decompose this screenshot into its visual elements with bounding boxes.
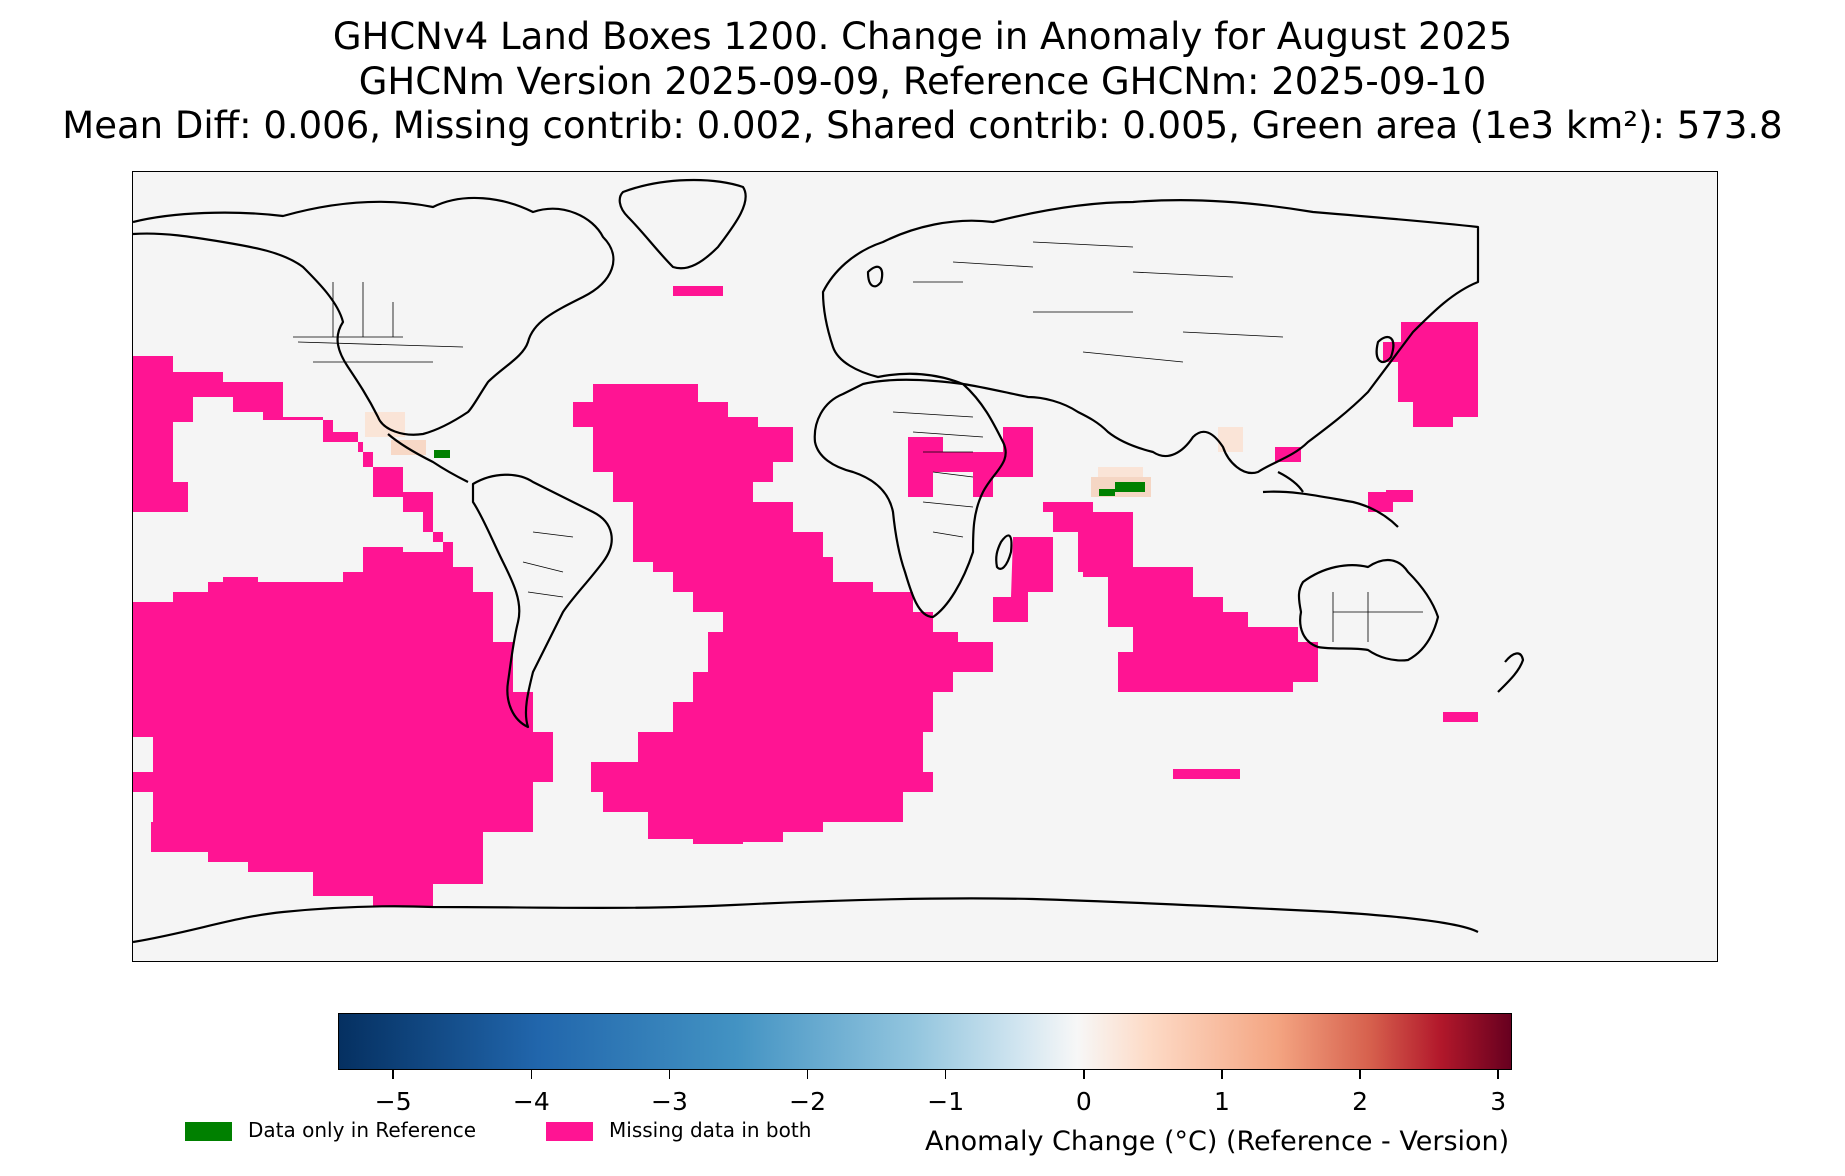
missing-region-horn xyxy=(908,427,1033,497)
antarctica xyxy=(133,897,1479,944)
title-line-3: Mean Diff: 0.006, Missing contrib: 0.002… xyxy=(62,104,1783,147)
colorbar-tick xyxy=(944,1070,947,1079)
missing-region-nw-pacific xyxy=(1383,322,1478,427)
legend-label-reference: Data only in Reference xyxy=(248,1118,477,1142)
title-line-1: GHCNv4 Land Boxes 1200. Change in Anomal… xyxy=(332,15,1513,58)
world-map xyxy=(132,171,1718,962)
reference-only-layer xyxy=(434,450,1145,496)
australia xyxy=(1297,559,1440,662)
colorbar-tick xyxy=(530,1070,533,1079)
north-america xyxy=(133,196,615,436)
missing-region-indian xyxy=(1043,502,1318,692)
coastlines xyxy=(133,178,1525,944)
legend-swatch-reference xyxy=(185,1122,232,1141)
colorbar-label: Anomaly Change (°C) (Reference - Version… xyxy=(925,1126,1510,1157)
colorbar-tick-label: −5 xyxy=(374,1087,412,1116)
map-svg xyxy=(133,178,1525,944)
country-borders xyxy=(293,241,1423,642)
colorbar-tick-label: −4 xyxy=(512,1087,550,1116)
colorbar-tick-label: −2 xyxy=(789,1087,827,1116)
colorbar-tick-label: −3 xyxy=(651,1087,688,1116)
missing-data-layer xyxy=(133,286,1478,907)
colorbar-tick xyxy=(1221,1070,1223,1079)
colorbar-tick-label: 1 xyxy=(1213,1087,1230,1116)
colorbar-tick xyxy=(1083,1070,1085,1079)
colorbar-tick-label: 3 xyxy=(1490,1087,1507,1116)
legend-label-missing: Missing data in both xyxy=(609,1118,812,1142)
colorbar-tick xyxy=(806,1070,809,1079)
colorbar-tick xyxy=(668,1070,671,1079)
colorbar-tick-label: 2 xyxy=(1352,1087,1369,1116)
colorbar-tick xyxy=(1497,1070,1499,1079)
missing-region-pacific xyxy=(133,356,553,907)
colorbar xyxy=(338,1013,1512,1070)
colorbar-tick xyxy=(1359,1070,1361,1079)
positive-change-layer xyxy=(365,412,1243,497)
africa xyxy=(813,378,1007,619)
colorbar-tick-label: 0 xyxy=(1075,1087,1092,1116)
greenland xyxy=(618,178,747,270)
south-america xyxy=(471,473,613,729)
colorbar-tick xyxy=(392,1070,394,1079)
legend-swatch-missing xyxy=(546,1122,593,1141)
colorbar-tick-label: −1 xyxy=(927,1087,965,1116)
eurasia xyxy=(821,198,1480,475)
title-line-2: GHCNm Version 2025-09-09, Reference GHCN… xyxy=(358,60,1487,103)
